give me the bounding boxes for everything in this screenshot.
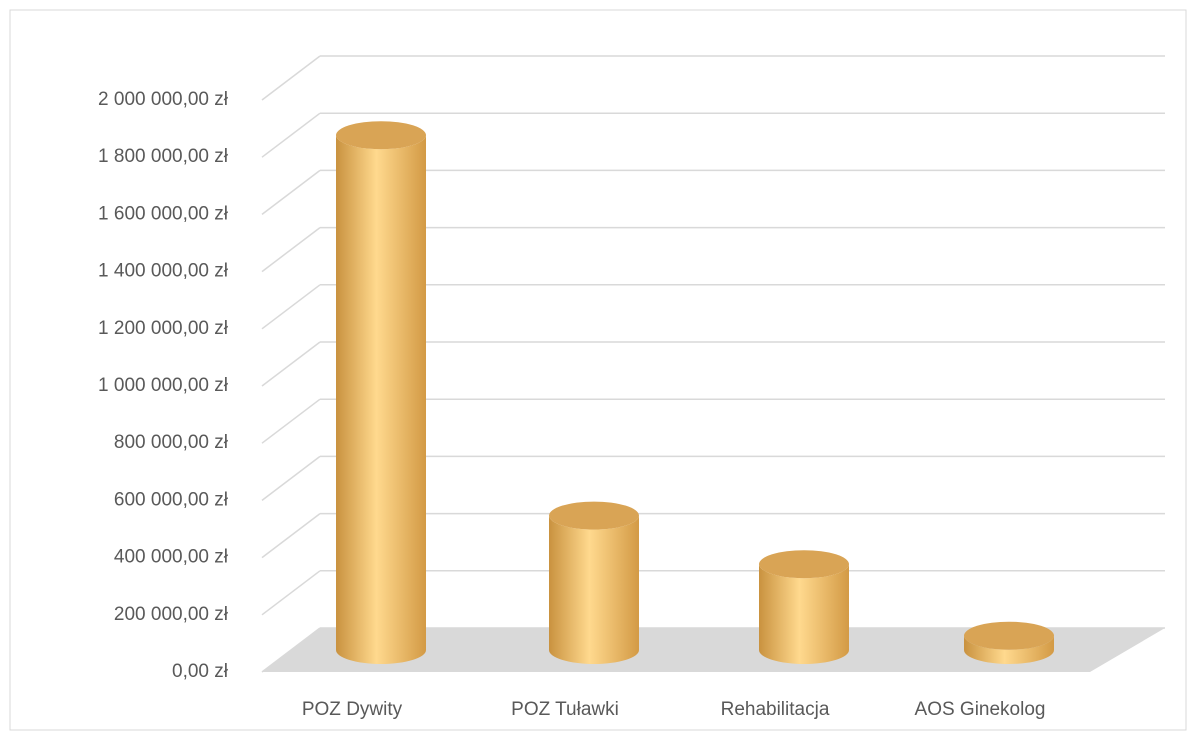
cylinder-top [759, 550, 849, 579]
y-tick-label: 1 200 000,00 zł [98, 318, 229, 339]
side-grid-line [261, 227, 321, 273]
y-tick-label: 1 800 000,00 zł [98, 146, 229, 167]
y-tick-label: 2 000 000,00 zł [98, 89, 229, 110]
cylinder-top [336, 121, 426, 150]
y-tick-label: 1 400 000,00 zł [98, 261, 229, 282]
x-tick-label: POZ Dywity [302, 699, 403, 720]
side-grid-line [261, 169, 321, 215]
side-grid-line [261, 398, 321, 444]
floor [262, 628, 1165, 672]
y-tick-label: 0,00 zł [172, 661, 229, 682]
x-tick-label: POZ Tuławki [511, 699, 619, 720]
y-tick-label: 200 000,00 zł [114, 604, 229, 625]
side-grid-line [261, 341, 321, 387]
y-tick-label: 400 000,00 zł [114, 547, 229, 568]
side-grid-line [261, 284, 321, 330]
side-grid-line [261, 112, 321, 158]
cylinder-top [549, 501, 639, 530]
y-tick-label: 1 000 000,00 zł [98, 375, 229, 396]
cylinder [549, 515, 639, 664]
y-tick-label: 800 000,00 zł [114, 432, 229, 453]
side-grid-line [261, 570, 321, 616]
cylinder [336, 135, 426, 664]
cylinder-top [964, 621, 1054, 650]
side-grid-line [261, 455, 321, 501]
x-tick-label: AOS Ginekolog [915, 699, 1046, 720]
side-grid-line [261, 627, 321, 673]
x-tick-label: Rehabilitacja [721, 699, 830, 720]
side-grid-line [261, 513, 321, 559]
y-tick-label: 1 600 000,00 zł [98, 203, 229, 224]
y-tick-label: 600 000,00 zł [114, 489, 229, 510]
side-grid-line [261, 55, 321, 101]
cylinder [964, 635, 1054, 664]
cylinder [759, 564, 849, 664]
